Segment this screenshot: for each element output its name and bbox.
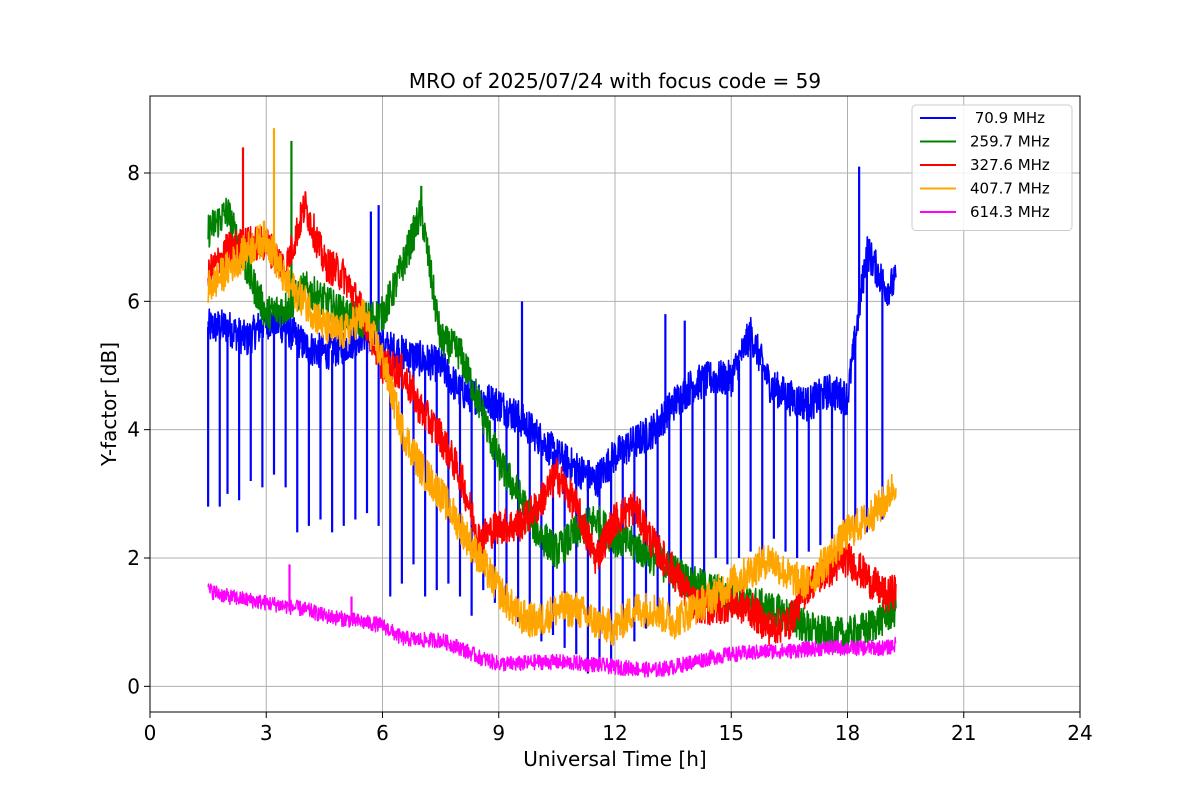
x-tick-label: 24 xyxy=(1067,721,1092,745)
series-1 xyxy=(207,140,897,654)
y-tick-label: 2 xyxy=(127,546,140,570)
x-tick-label: 15 xyxy=(719,721,744,745)
legend-box xyxy=(911,104,1073,231)
series-2 xyxy=(207,147,897,647)
legend-entry: 70.9 MHz xyxy=(970,109,1045,127)
x-tick-label: 3 xyxy=(260,721,273,745)
data-layer xyxy=(207,128,897,678)
legend: 70.9 MHz 259.7 MHz 327.6 MHz 407.7 MHz 614.3… xyxy=(911,104,1073,231)
x-axis-label: Universal Time [h] xyxy=(523,747,706,771)
x-tick-label: 6 xyxy=(376,721,389,745)
series-4 xyxy=(207,564,897,678)
series-line xyxy=(207,194,897,654)
series-line xyxy=(207,583,897,678)
y-tick-label: 6 xyxy=(127,289,140,313)
series-line xyxy=(207,191,897,647)
series-3 xyxy=(207,128,897,646)
y-tick-label: 0 xyxy=(127,674,140,698)
legend-entry: 614.3 MHz xyxy=(970,203,1050,221)
legend-entry: 407.7 MHz xyxy=(970,180,1050,198)
series-line xyxy=(207,220,897,646)
x-tick-label: 0 xyxy=(144,721,157,745)
legend-entry: 259.7 MHz xyxy=(970,133,1050,151)
chart-title: MRO of 2025/07/24 with focus code = 59 xyxy=(409,69,821,93)
legend-entry: 327.6 MHz xyxy=(970,156,1050,174)
x-tick-label: 9 xyxy=(492,721,505,745)
x-tick-label: 21 xyxy=(951,721,976,745)
x-tick-label: 18 xyxy=(835,721,860,745)
x-tick-label: 12 xyxy=(602,721,627,745)
y-axis-label: Y-factor [dB] xyxy=(97,342,121,467)
y-tick-label: 8 xyxy=(127,161,140,185)
y-tick-label: 4 xyxy=(127,418,140,442)
